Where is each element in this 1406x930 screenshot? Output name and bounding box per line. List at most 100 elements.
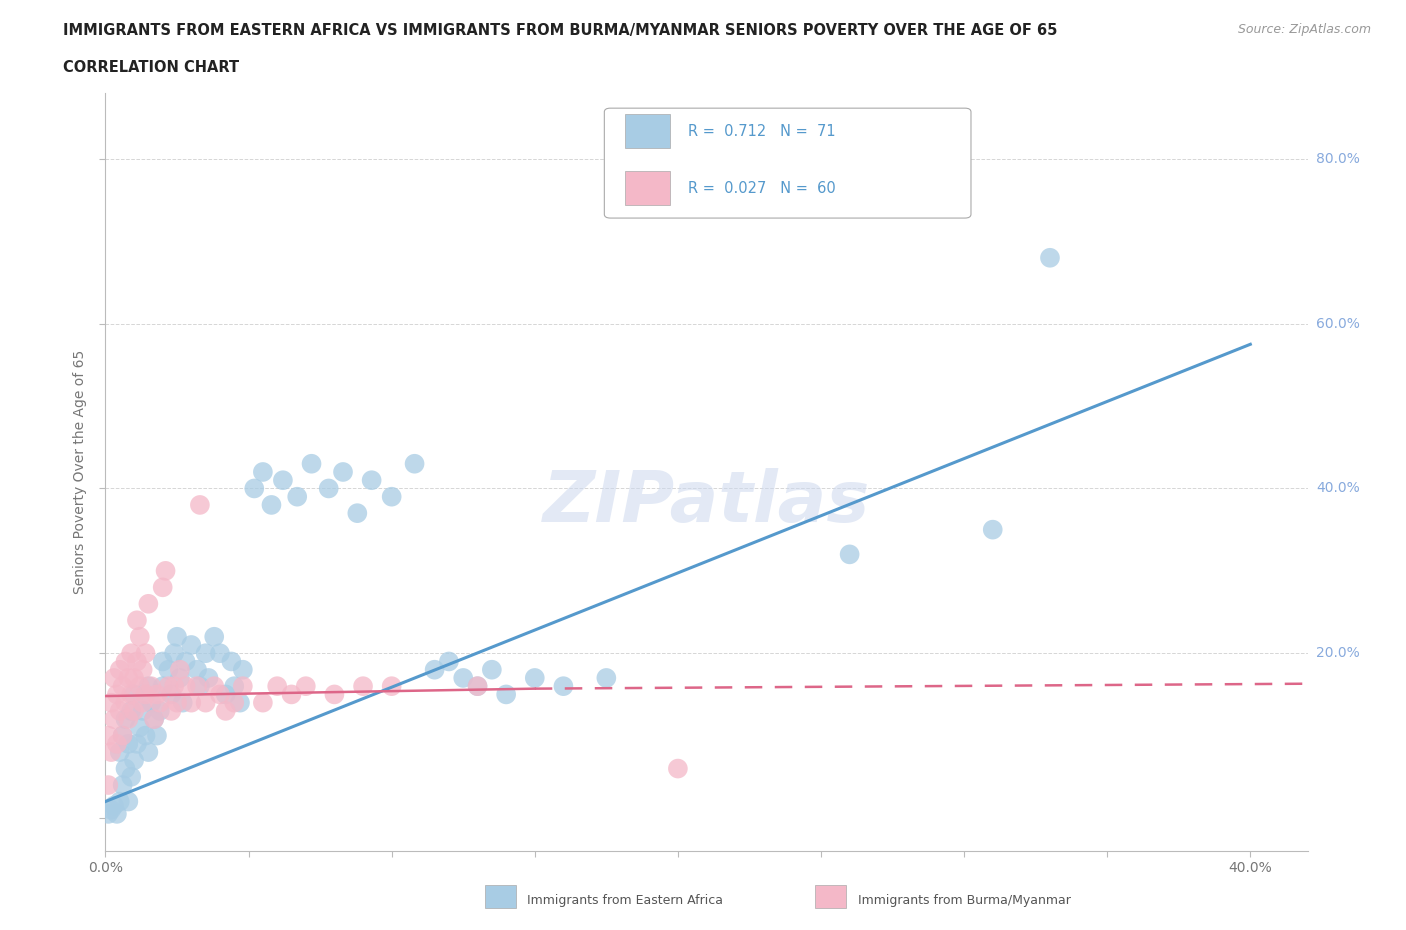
Point <box>323 687 346 702</box>
Point <box>149 703 172 718</box>
Point <box>188 679 211 694</box>
Point <box>188 498 211 512</box>
Point <box>595 671 617 685</box>
Point <box>135 645 157 660</box>
Point <box>97 806 120 821</box>
Point <box>381 679 404 694</box>
Point <box>114 654 136 669</box>
Point <box>166 696 188 711</box>
Point <box>523 671 546 685</box>
Point <box>100 803 122 817</box>
Point <box>138 679 160 694</box>
Point <box>202 630 225 644</box>
FancyBboxPatch shape <box>605 108 972 218</box>
Point <box>174 654 197 669</box>
FancyBboxPatch shape <box>624 171 671 206</box>
Point <box>152 654 174 669</box>
Point <box>111 777 134 792</box>
Point <box>224 679 246 694</box>
Point <box>214 687 236 702</box>
Point <box>108 745 131 760</box>
Point <box>105 806 128 821</box>
Point <box>117 737 139 751</box>
Point <box>214 703 236 718</box>
Text: 60.0%: 60.0% <box>1316 317 1360 331</box>
Point <box>111 728 134 743</box>
Point <box>666 761 689 776</box>
Point <box>114 711 136 726</box>
Text: R =  0.712   N =  71: R = 0.712 N = 71 <box>689 124 837 139</box>
Point <box>451 671 474 685</box>
Point <box>135 728 157 743</box>
Point <box>108 662 131 677</box>
Text: 20.0%: 20.0% <box>1316 646 1360 660</box>
Point <box>352 679 374 694</box>
Point <box>128 679 150 694</box>
Point <box>131 662 153 677</box>
Point <box>122 671 145 685</box>
Point <box>174 679 197 694</box>
Point <box>138 596 160 611</box>
Point <box>146 728 169 743</box>
Point <box>169 671 191 685</box>
Point <box>103 711 125 726</box>
Point <box>111 728 134 743</box>
Point <box>346 506 368 521</box>
Point <box>97 728 120 743</box>
Point <box>122 703 145 718</box>
Point <box>122 687 145 702</box>
Point <box>135 687 157 702</box>
Point <box>467 679 489 694</box>
Text: Immigrants from Burma/Myanmar: Immigrants from Burma/Myanmar <box>858 894 1070 907</box>
Point <box>838 547 860 562</box>
Point <box>481 662 503 677</box>
Point <box>157 662 180 677</box>
Point <box>131 696 153 711</box>
Point <box>360 472 382 487</box>
Point <box>141 679 163 694</box>
Point <box>252 465 274 480</box>
Text: Source: ZipAtlas.com: Source: ZipAtlas.com <box>1237 23 1371 36</box>
Text: Immigrants from Eastern Africa: Immigrants from Eastern Africa <box>527 894 723 907</box>
Point <box>229 696 252 711</box>
Point <box>1039 250 1062 265</box>
Point <box>194 645 217 660</box>
Point <box>155 564 177 578</box>
Point <box>114 696 136 711</box>
Point <box>467 679 489 694</box>
Point <box>105 737 128 751</box>
Point <box>125 613 148 628</box>
Point <box>981 523 1004 538</box>
Point <box>252 696 274 711</box>
Point <box>117 794 139 809</box>
Point <box>117 711 139 726</box>
Point <box>301 457 323 472</box>
Point <box>114 761 136 776</box>
Point <box>232 662 254 677</box>
Point <box>146 687 169 702</box>
Point <box>423 662 446 677</box>
Point <box>152 580 174 595</box>
Text: IMMIGRANTS FROM EASTERN AFRICA VS IMMIGRANTS FROM BURMA/MYANMAR SENIORS POVERTY : IMMIGRANTS FROM EASTERN AFRICA VS IMMIGR… <box>63 23 1057 38</box>
Text: CORRELATION CHART: CORRELATION CHART <box>63 60 239 75</box>
Point <box>160 703 183 718</box>
Point <box>285 489 308 504</box>
Point <box>122 753 145 768</box>
Point <box>128 630 150 644</box>
FancyBboxPatch shape <box>624 114 671 148</box>
Point <box>117 671 139 685</box>
Point <box>125 654 148 669</box>
Point <box>186 662 208 677</box>
Point <box>108 794 131 809</box>
Point <box>208 687 231 702</box>
Point <box>295 679 318 694</box>
Point <box>232 679 254 694</box>
Text: 80.0%: 80.0% <box>1316 152 1360 166</box>
Point <box>180 638 202 653</box>
Point <box>186 679 208 694</box>
Point <box>194 696 217 711</box>
Point <box>221 654 243 669</box>
Point <box>318 481 340 496</box>
Point <box>163 645 186 660</box>
Point <box>120 687 142 702</box>
